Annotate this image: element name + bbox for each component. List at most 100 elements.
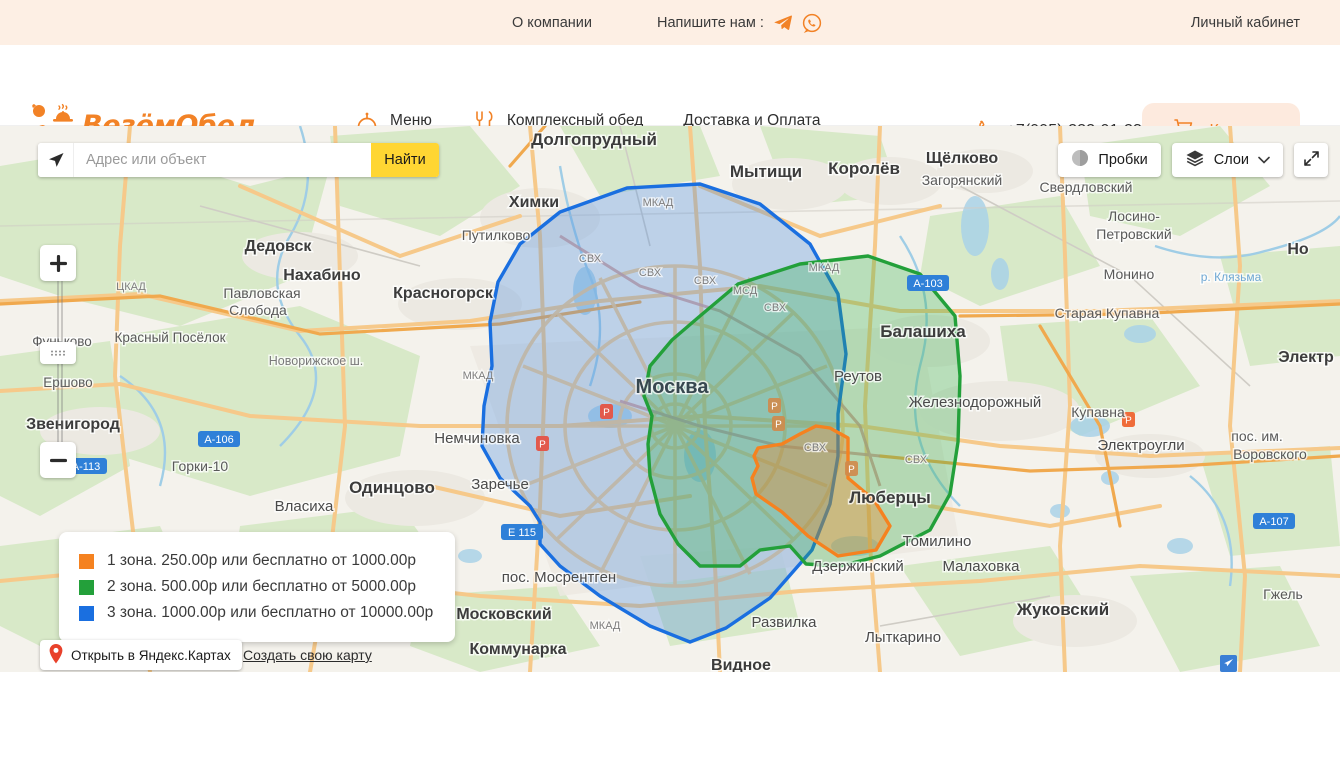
find-button[interactable]: Найти xyxy=(371,143,439,177)
map-place-label: Дзержинский xyxy=(812,558,904,575)
map-place-label: Новорижское ш. xyxy=(269,354,363,368)
nav-label: Меню xyxy=(390,112,432,129)
zoom-out-button[interactable] xyxy=(40,442,76,478)
contact-us-group: Напишите нам : xyxy=(657,13,822,33)
road-shield: А-106 xyxy=(198,431,240,447)
nav-label: Комплексный обед xyxy=(506,112,644,129)
map-search-bar[interactable]: Найти xyxy=(38,143,439,177)
search-input[interactable] xyxy=(74,143,371,177)
map-place-label: Электроугли xyxy=(1097,437,1184,454)
zoom-slider-handle[interactable] xyxy=(40,342,76,364)
zone-3-text: 3 зона. 1000.00р или бесплатно от 10000.… xyxy=(107,604,434,621)
svg-text:А-103: А-103 xyxy=(913,278,942,290)
map-place-label: Люберцы xyxy=(849,488,931,507)
place-label-layer: Долгопрудный Мытищи Королёв Щёлково Загорянс… xyxy=(25,129,1336,673)
zoom-track xyxy=(57,281,59,451)
map-place-label: Томилино xyxy=(903,533,972,550)
map-place-label: Электр xyxy=(1278,349,1334,366)
fullscreen-button[interactable] xyxy=(1294,143,1328,177)
whatsapp-icon[interactable] xyxy=(802,13,822,33)
personal-account-link[interactable]: Личный кабинет xyxy=(1190,14,1300,31)
map-place-label: Долгопрудный xyxy=(531,130,657,149)
zone-2-text: 2 зона. 500.00р или бесплатно от 5000.00… xyxy=(107,578,416,595)
zoom-in-button[interactable] xyxy=(40,245,76,281)
layers-label: Слои xyxy=(1213,152,1249,168)
zone-2-swatch xyxy=(79,579,94,595)
geolocation-arrow-icon[interactable] xyxy=(38,143,74,177)
site-header: ВезёмОбед Меню Комплексный обед xyxy=(0,45,1340,158)
map-place-label: Лыткарино xyxy=(865,629,941,646)
map-place-label: Щёлково xyxy=(926,150,999,167)
parking-markers: P P P P P P xyxy=(536,398,1135,476)
open-in-yandex-maps-button[interactable]: Открыть в Яндекс.Картах xyxy=(40,640,242,670)
expand-arrows-icon xyxy=(1303,150,1320,171)
svg-text:Е 115: Е 115 xyxy=(508,527,536,539)
zone-3-polygon xyxy=(480,182,848,644)
traffic-label: Пробки xyxy=(1098,152,1148,168)
road-name-label: СВХ xyxy=(694,275,717,287)
delivery-zones-map[interactable]: .wv { fill:#a9d2e8; } .grn { fill:#d8e9c… xyxy=(0,126,1340,672)
map-place-label: пос. им. xyxy=(1231,428,1282,444)
chevron-down-icon xyxy=(1258,152,1270,168)
zoom-track-shadow xyxy=(61,281,63,451)
map-place-label: Немчиновка xyxy=(434,430,520,447)
map-place-label: р. Клязьма xyxy=(1201,270,1262,284)
road-name-label: СВХ xyxy=(579,253,602,265)
map-place-label: Дедовск xyxy=(245,238,313,255)
zone-1-text: 1 зона. 250.00р или бесплатно от 1000.00… xyxy=(107,552,416,569)
svg-text:P: P xyxy=(775,420,782,431)
traffic-circle-icon xyxy=(1071,149,1089,171)
map-place-label: Нахабино xyxy=(283,267,361,284)
map-place-label: Ершово xyxy=(43,375,92,390)
map-place-label: Воровского xyxy=(1233,446,1307,462)
legend-row: 3 зона. 1000.00р или бесплатно от 10000.… xyxy=(79,600,433,626)
road-shield: А-103 xyxy=(907,275,949,291)
map-place-label: Звенигород xyxy=(26,416,120,433)
delivery-zones-legend: 1 зона. 250.00р или бесплатно от 1000.00… xyxy=(59,532,456,642)
map-place-label: Химки xyxy=(509,194,559,211)
map-place-label: Путилково xyxy=(462,227,531,243)
about-link[interactable]: О компании xyxy=(512,14,592,31)
telegram-icon[interactable] xyxy=(773,13,793,33)
road-name-label: СВХ xyxy=(804,442,827,454)
map-place-label: Загорянский xyxy=(922,172,1003,188)
traffic-button[interactable]: Пробки xyxy=(1058,143,1161,177)
zone-2-polygon xyxy=(642,254,962,568)
create-own-map-link[interactable]: Создать свою карту xyxy=(243,647,372,663)
road-name-label: ЦКАД xyxy=(116,281,146,293)
map-place-label: Развилка xyxy=(752,614,818,631)
svg-text:P: P xyxy=(603,408,610,419)
map-place-label: Горки-10 xyxy=(172,458,229,474)
road-name-label: МСД xyxy=(733,285,758,297)
layers-button[interactable]: Слои xyxy=(1171,143,1283,177)
layers-stack-icon xyxy=(1185,149,1205,171)
zone-3-swatch xyxy=(79,605,94,621)
svg-text:P: P xyxy=(539,440,546,451)
map-place-label: Лосино- xyxy=(1108,208,1160,224)
road-name-label: МКАД xyxy=(590,620,621,632)
map-place-label: Купавна xyxy=(1071,404,1125,420)
top-utility-bar: О компании Напишите нам : Личный кабинет xyxy=(0,0,1340,45)
nav-item-delivery-payment[interactable]: Доставка и Оплата xyxy=(683,112,820,130)
map-place-label: Слобода xyxy=(229,302,287,318)
map-place-label: Балашиха xyxy=(880,322,966,341)
map-place-label: Малаховка xyxy=(943,558,1021,575)
legend-row: 1 зона. 250.00р или бесплатно от 1000.00… xyxy=(79,548,433,574)
map-place-label: Свердловский xyxy=(1040,179,1133,195)
map-place-label: Гжель xyxy=(1263,586,1303,602)
map-place-label: Королёв xyxy=(828,159,900,178)
map-pin-icon xyxy=(48,643,64,667)
map-place-label: пос. Мосрентген xyxy=(502,569,616,586)
road-name-layer: ЦКАД МКАД МКАД МКАД СВХ СВХ СВХ МСД СВХ СВХ СВХ МКА… xyxy=(115,196,929,634)
airport-icon xyxy=(1220,655,1237,672)
map-place-label: Московский xyxy=(456,606,551,623)
open-in-yandex-label: Открыть в Яндекс.Картах xyxy=(71,647,231,663)
svg-text:А-106: А-106 xyxy=(204,434,233,446)
map-canvas: .wv { fill:#a9d2e8; } .grn { fill:#d8e9c… xyxy=(0,126,1340,672)
map-top-controls: Пробки Слои xyxy=(1058,143,1328,177)
zoom-control xyxy=(40,245,76,478)
svg-text:P: P xyxy=(848,465,855,476)
svg-text:А-107: А-107 xyxy=(1259,516,1288,528)
map-place-label: Красный Посёлок xyxy=(115,330,226,345)
